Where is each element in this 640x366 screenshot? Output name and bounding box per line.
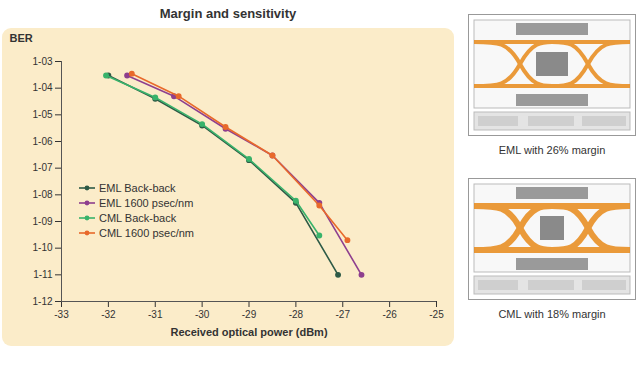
svg-text:1-10: 1-10: [32, 242, 52, 253]
svg-text:1-12: 1-12: [32, 296, 52, 307]
svg-text:1-06: 1-06: [32, 136, 52, 147]
svg-text:1-04: 1-04: [32, 82, 52, 93]
html-text:EML Back-back: EML Back-back: [99, 181, 176, 194]
html-text:EML 1600 psec/nm: EML 1600 psec/nm: [99, 196, 194, 209]
svg-text:1-09: 1-09: [32, 216, 52, 227]
svg-text:-26: -26: [382, 309, 397, 320]
svg-text:-30: -30: [195, 309, 210, 320]
svg-text:Received optical power (dBm): Received optical power (dBm): [170, 326, 327, 338]
html-text:CML with 18% margin: CML with 18% margin: [498, 308, 606, 320]
svg-text:1-05: 1-05: [32, 109, 52, 120]
html-text:EML with 26% margin: EML with 26% margin: [498, 144, 606, 156]
svg-text:-31: -31: [148, 309, 163, 320]
svg-text:-25: -25: [429, 309, 444, 320]
svg-text:1-11: 1-11: [33, 269, 53, 280]
html-text:CML 1600 psec/nm: CML 1600 psec/nm: [99, 226, 194, 239]
svg-text:-27: -27: [336, 309, 351, 320]
html-text:CML Back-back: CML Back-back: [99, 211, 177, 224]
svg-text:-29: -29: [242, 309, 257, 320]
svg-text:BER: BER: [10, 32, 33, 44]
svg-text:-33: -33: [54, 309, 69, 320]
html-text:Margin and sensitivity: Margin and sensitivity: [159, 6, 297, 21]
svg-text:1-03: 1-03: [32, 56, 52, 67]
svg-text:-28: -28: [289, 309, 304, 320]
svg-text:1-08: 1-08: [32, 189, 52, 200]
svg-text:-32: -32: [101, 309, 116, 320]
svg-text:1-07: 1-07: [32, 162, 52, 173]
